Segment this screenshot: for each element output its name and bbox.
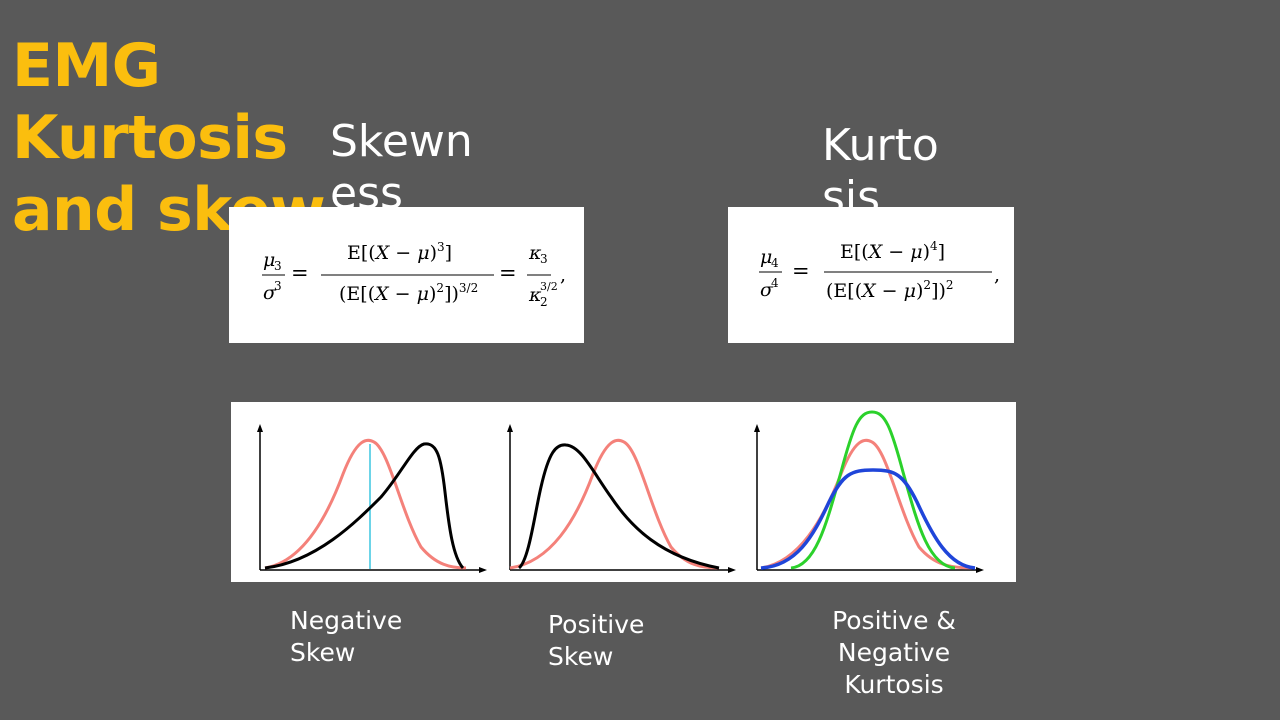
slide-title-line-1: EMG Kurtosis (12, 31, 288, 173)
negative-skew-caption: Negative Skew (290, 605, 440, 669)
kurtosis-caption-line-1: Positive & (832, 606, 956, 635)
svg-text:3: 3 (274, 279, 282, 293)
positive-skew-panel (507, 424, 736, 573)
svg-text:κ: κ (528, 242, 542, 264)
negative-skew-y-arrow (257, 424, 263, 432)
positive-kurtosis-curve (790, 410, 956, 570)
svg-text:3: 3 (540, 252, 548, 266)
positive-skew-x-arrow (728, 567, 736, 573)
negative-skew-caption-line-2: Skew (290, 638, 356, 667)
svg-text:E[(X − μ)4]: E[(X − μ)4] (840, 239, 945, 263)
positive-skew-caption: Positive Skew (548, 609, 698, 673)
kurtosis-heading-line-1: Kurto (822, 120, 939, 171)
skewness-heading: Skewn ess (330, 116, 490, 208)
skewness-formula-graphic: μ3 σ3 = E[(X − μ)3] (E[(X − μ)2])3/2 = κ… (262, 240, 566, 309)
svg-text:,: , (560, 264, 566, 286)
kurtosis-caption: Positive & Negative Kurtosis (812, 605, 976, 701)
negative-skew-x-arrow (479, 567, 487, 573)
svg-text:σ: σ (760, 279, 774, 301)
distribution-plots (231, 402, 1016, 582)
svg-text:(E[(X − μ)2])2: (E[(X − μ)2])2 (826, 278, 954, 302)
svg-text:,: , (994, 264, 1000, 286)
kurtosis-heading-line-2: sis (822, 172, 881, 208)
svg-text:3: 3 (274, 259, 282, 273)
svg-text:4: 4 (771, 256, 779, 270)
svg-text:=: = (291, 261, 309, 285)
svg-text:σ: σ (263, 282, 277, 304)
positive-skew-caption-line-1: Positive (548, 610, 645, 639)
svg-text:4: 4 (771, 276, 779, 290)
negative-skew-reference-curve (264, 438, 467, 570)
kurtosis-heading: Kurto sis (822, 120, 952, 208)
skewness-heading-line-1: Skewn (330, 116, 473, 167)
distribution-plots-graphic (257, 410, 984, 573)
negative-skew-panel (257, 424, 487, 573)
kurtosis-caption-line-2: Negative (837, 638, 951, 667)
kurtosis-x-arrow (976, 567, 984, 573)
svg-text:κ: κ (528, 284, 542, 306)
positive-skew-curve (517, 443, 720, 570)
kurtosis-y-arrow (754, 424, 760, 432)
svg-text:μ: μ (760, 246, 772, 268)
negative-skew-curve (264, 442, 465, 570)
svg-text:μ: μ (263, 249, 275, 271)
svg-text:(E[(X − μ)2])3/2: (E[(X − μ)2])3/2 (339, 281, 478, 305)
kurtosis-panel (754, 410, 984, 573)
svg-text:=: = (792, 259, 810, 283)
svg-text:E[(X − μ)3]: E[(X − μ)3] (347, 240, 452, 264)
positive-skew-caption-line-2: Skew (548, 642, 614, 671)
negative-kurtosis-curve (760, 468, 976, 570)
skewness-heading-line-2: ess (330, 168, 403, 208)
kurtosis-formula-graphic: μ4 σ4 = E[(X − μ)4] (E[(X − μ)2])2 , (759, 239, 1000, 302)
negative-skew-caption-line-1: Negative (290, 606, 403, 635)
svg-text:2: 2 (540, 295, 548, 309)
svg-text:=: = (499, 261, 517, 285)
svg-text:3/2: 3/2 (540, 280, 558, 293)
kurtosis-caption-line-3: Kurtosis (844, 670, 944, 699)
positive-skew-y-arrow (507, 424, 513, 432)
